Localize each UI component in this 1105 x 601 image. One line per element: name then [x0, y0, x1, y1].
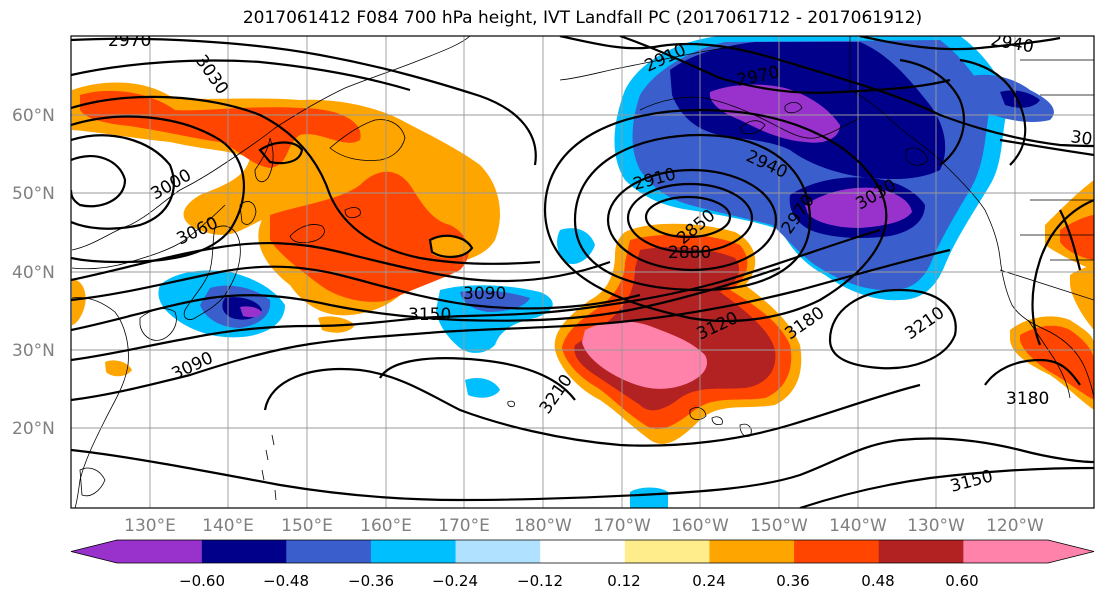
lon-label: 150°W — [750, 516, 808, 536]
colorbar-tick-label: 0.48 — [861, 572, 894, 590]
colorbar-segment — [794, 540, 879, 563]
colorbar-segment — [879, 540, 964, 563]
contour-label: 3150 — [408, 305, 451, 325]
lat-label: 50°N — [12, 184, 55, 204]
lon-label: 170°W — [593, 516, 651, 536]
colorbar-tick-label: −0.24 — [432, 572, 478, 590]
lon-label: 170°E — [438, 516, 490, 536]
lon-label: 160°E — [360, 516, 412, 536]
lon-label: 130°W — [907, 516, 965, 536]
contour-label: 2880 — [668, 243, 711, 263]
lat-label: 60°N — [12, 106, 55, 126]
colorbar-segment — [71, 540, 202, 563]
lon-label: 120°W — [986, 516, 1044, 536]
colorbar-tick-label: 0.60 — [945, 572, 978, 590]
map-area: 2970 3030 2910 2970 2940 30 3000 3060 29… — [71, 30, 1094, 508]
colorbar-tick-label: 0.24 — [692, 572, 725, 590]
contour-label: 30 — [1069, 127, 1093, 150]
colorbar-tick-label: 0.12 — [607, 572, 640, 590]
lat-label: 40°N — [12, 263, 55, 283]
colorbar-tick-label: −0.36 — [348, 572, 394, 590]
contour-label: 2970 — [108, 31, 151, 51]
lon-label: 160°W — [671, 516, 729, 536]
contour-label: 3180 — [1006, 389, 1049, 409]
lat-label: 20°N — [12, 419, 55, 439]
colorbar-segment — [371, 540, 456, 563]
colorbar-segment — [286, 540, 371, 563]
colorbar-labels: −0.60 −0.48 −0.36 −0.24 −0.12 0.12 0.24 … — [179, 572, 979, 590]
colorbar-segment — [456, 540, 541, 563]
colorbar-tick-label: −0.60 — [179, 572, 225, 590]
lat-label: 30°N — [12, 341, 55, 361]
colorbar-segment — [709, 540, 794, 563]
colorbar-tick-label: 0.36 — [776, 572, 809, 590]
lon-label: 140°E — [202, 516, 254, 536]
latitude-labels: 60°N 50°N 40°N 30°N 20°N — [12, 106, 55, 439]
colorbar-segment — [540, 540, 625, 563]
colorbar-segment — [963, 540, 1094, 563]
colorbar-tick-label: −0.48 — [263, 572, 309, 590]
colorbar-segment — [202, 540, 287, 563]
lon-label: 140°W — [829, 516, 887, 536]
colorbar-segment — [625, 540, 710, 563]
lon-label: 180°W — [514, 516, 572, 536]
longitude-labels: 130°E 140°E 150°E 160°E 170°E 180°W 170°… — [124, 516, 1044, 536]
map-figure: 2970 3030 2910 2970 2940 30 3000 3060 29… — [0, 0, 1105, 601]
lon-label: 150°E — [281, 516, 333, 536]
lon-label: 130°E — [124, 516, 176, 536]
colorbar-tick-label: −0.12 — [517, 572, 563, 590]
contour-label: 3090 — [463, 284, 506, 304]
colorbar — [71, 540, 1094, 563]
